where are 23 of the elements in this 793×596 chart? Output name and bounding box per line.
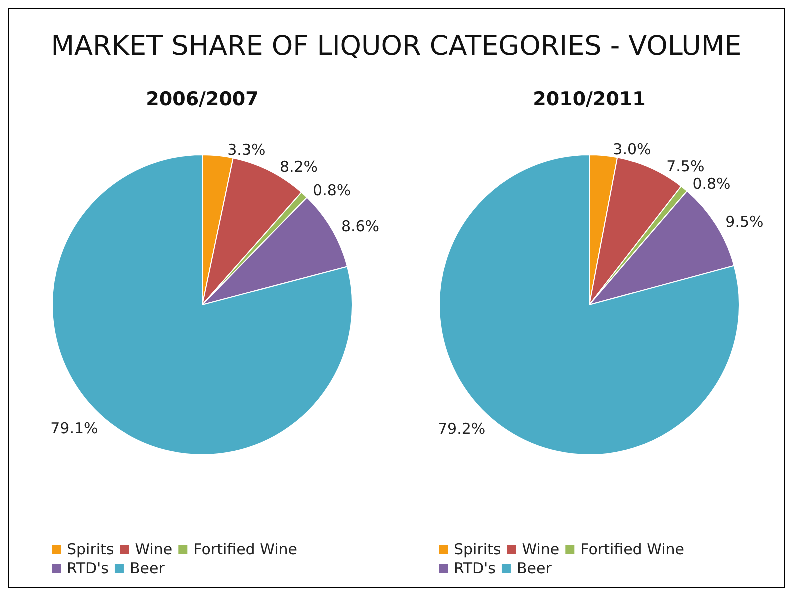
data-label: 0.8% [313, 182, 352, 200]
legend-label: Beer [130, 560, 166, 578]
legend-label: Beer [516, 560, 553, 578]
legend-label: Spirits [67, 540, 114, 558]
data-label: 0.8% [692, 175, 731, 194]
legend-label: Spirits [454, 540, 502, 558]
chart-subtitle: 2010/2011 [533, 88, 646, 110]
legend-label: Fortified Wine [580, 540, 685, 558]
data-label: 8.6% [341, 217, 380, 236]
data-label: 3.3% [228, 140, 266, 159]
data-label: 8.2% [280, 158, 318, 176]
legend-label: Wine [135, 540, 173, 558]
legend-label: Fortified Wine [194, 540, 298, 558]
legend-label: RTD's [454, 560, 496, 578]
legend-label: Wine [522, 540, 560, 558]
data-label: 7.5% [666, 158, 705, 176]
data-label: 9.5% [726, 212, 764, 231]
chart-subtitle: 2006/2007 [146, 88, 259, 110]
data-label: 79.1% [50, 420, 98, 438]
data-label: 79.2% [438, 420, 486, 438]
chart-title: MARKET SHARE OF LIQUOR CATEGORIES - VOLUME [50, 31, 743, 64]
data-label: 3.0% [613, 140, 652, 159]
legend-label: RTD's [67, 560, 110, 578]
